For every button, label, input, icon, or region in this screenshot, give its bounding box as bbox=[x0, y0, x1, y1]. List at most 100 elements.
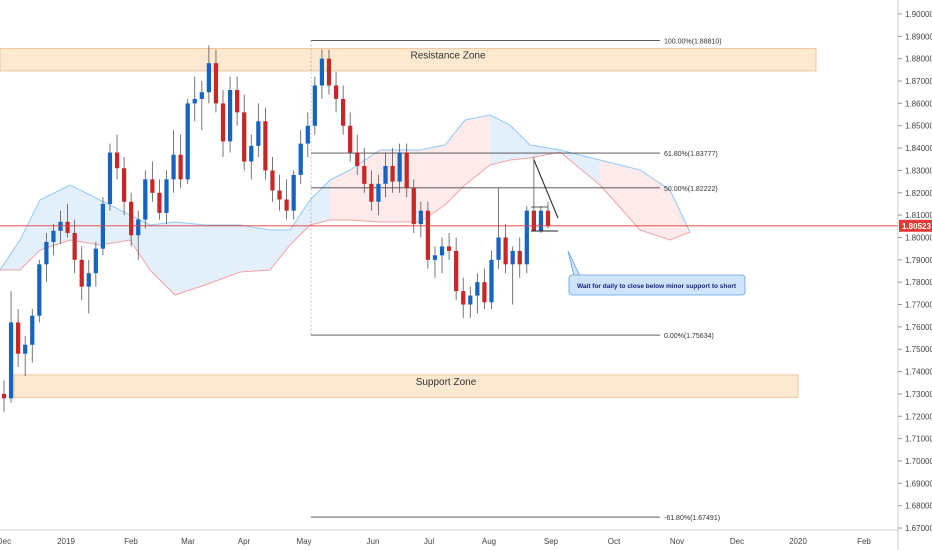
candle-body-bear bbox=[446, 246, 452, 251]
candle-body-bull bbox=[44, 241, 49, 265]
candle-body-bull bbox=[489, 259, 494, 303]
candle-body-bear bbox=[1, 393, 7, 399]
candle-body-bull bbox=[256, 121, 261, 146]
price-tick-label: 1.80000 bbox=[905, 233, 932, 242]
candle bbox=[178, 134, 183, 189]
candle bbox=[503, 224, 508, 274]
price-tick-label: 1.67000 bbox=[905, 524, 932, 533]
candle bbox=[333, 72, 339, 113]
candle-body-bull bbox=[206, 63, 212, 93]
candle bbox=[340, 85, 346, 135]
candle bbox=[482, 268, 487, 309]
time-tick-label: 2019 bbox=[57, 537, 75, 546]
candle bbox=[411, 179, 416, 234]
candle-body-bear bbox=[79, 259, 84, 287]
candle-body-bear bbox=[333, 85, 339, 99]
candle-body-bear bbox=[390, 165, 395, 182]
candle-body-bull bbox=[136, 219, 141, 236]
price-tick-label: 1.76000 bbox=[905, 323, 932, 332]
time-tick-label: Dec bbox=[0, 537, 11, 546]
support-zone-label: Support Zone bbox=[416, 377, 477, 388]
candle-body-bear bbox=[235, 89, 240, 113]
candle-body-bull bbox=[312, 85, 317, 126]
price-tick-label: 1.89000 bbox=[905, 32, 932, 41]
candle-body-bear bbox=[157, 192, 162, 213]
time-tick-label: Sep bbox=[544, 537, 559, 546]
candle bbox=[475, 273, 480, 314]
price-tick-label: 1.77000 bbox=[905, 301, 932, 310]
price-tick-label: 1.73000 bbox=[905, 390, 932, 399]
candle-body-bull bbox=[475, 282, 480, 296]
price-tick-label: 1.69000 bbox=[905, 479, 932, 488]
candle bbox=[79, 246, 84, 301]
candle bbox=[454, 237, 459, 301]
candle bbox=[164, 170, 169, 225]
candle bbox=[93, 241, 98, 287]
candle bbox=[58, 210, 63, 245]
candle-body-bear bbox=[121, 168, 127, 202]
candle bbox=[284, 179, 289, 220]
candle-body-bear bbox=[129, 201, 134, 236]
candle bbox=[185, 98, 190, 184]
candle-body-bull bbox=[538, 210, 544, 231]
candle-body-bear bbox=[461, 291, 466, 305]
candle-body-bull bbox=[510, 250, 515, 265]
trendline-upper bbox=[533, 159, 559, 219]
candle-body-bull bbox=[143, 179, 148, 220]
candle bbox=[425, 201, 431, 269]
candle bbox=[263, 107, 268, 180]
cloud-span-b-line bbox=[0, 151, 691, 296]
candle-body-bear bbox=[503, 237, 508, 265]
candle-body-bull bbox=[8, 322, 14, 399]
candle bbox=[199, 81, 204, 131]
candle bbox=[206, 45, 212, 104]
time-tick-label: Aug bbox=[482, 537, 496, 546]
candle-body-bull bbox=[51, 230, 56, 242]
candle bbox=[114, 134, 120, 180]
candle bbox=[72, 219, 77, 274]
candle-body-bull bbox=[298, 143, 303, 175]
candle bbox=[376, 174, 381, 216]
candle-body-bull bbox=[192, 98, 197, 104]
price-tick-label: 1.74000 bbox=[905, 368, 932, 377]
candle bbox=[121, 157, 127, 216]
candle bbox=[249, 134, 254, 180]
candle-body-bull bbox=[30, 315, 35, 345]
candle bbox=[390, 148, 395, 193]
fib-level-label: 61.80%(1.83777) bbox=[664, 151, 718, 158]
candle bbox=[468, 286, 473, 318]
price-tick-label: 1.79000 bbox=[905, 256, 932, 265]
price-tick-label: 1.90000 bbox=[905, 10, 932, 19]
candle-body-bull bbox=[291, 174, 296, 211]
candle bbox=[545, 201, 551, 229]
candle-body-bear bbox=[277, 190, 282, 200]
candle bbox=[44, 233, 49, 283]
candle bbox=[143, 170, 148, 229]
candle-body-bear bbox=[454, 250, 459, 292]
candle bbox=[362, 148, 367, 193]
candle-body-bear bbox=[220, 103, 226, 142]
candle bbox=[1, 380, 7, 412]
candle-body-bull bbox=[383, 165, 388, 184]
candle bbox=[298, 130, 303, 184]
candle bbox=[23, 335, 28, 377]
candle bbox=[51, 224, 56, 256]
price-tick-label: 1.70000 bbox=[905, 457, 932, 466]
candle-body-bear bbox=[425, 210, 431, 260]
candle-body-bear bbox=[72, 233, 77, 260]
candle bbox=[220, 89, 226, 158]
cloud-bear-region bbox=[600, 160, 690, 240]
candle bbox=[418, 201, 423, 238]
candle-body-bear bbox=[411, 188, 416, 225]
candle-body-bear bbox=[369, 183, 374, 202]
candle-body-bull bbox=[199, 92, 204, 99]
candle-body-bull bbox=[319, 58, 325, 86]
candle-body-bull bbox=[439, 246, 445, 256]
candle bbox=[100, 197, 106, 256]
fibonacci-layer: 100.00%(1.88810) 61.80%(1.83777) 50.00%(1.… bbox=[310, 39, 722, 522]
candle bbox=[517, 237, 522, 278]
time-tick-label: Apr bbox=[238, 537, 251, 546]
candle bbox=[107, 143, 113, 211]
candle-body-bull bbox=[524, 210, 529, 265]
